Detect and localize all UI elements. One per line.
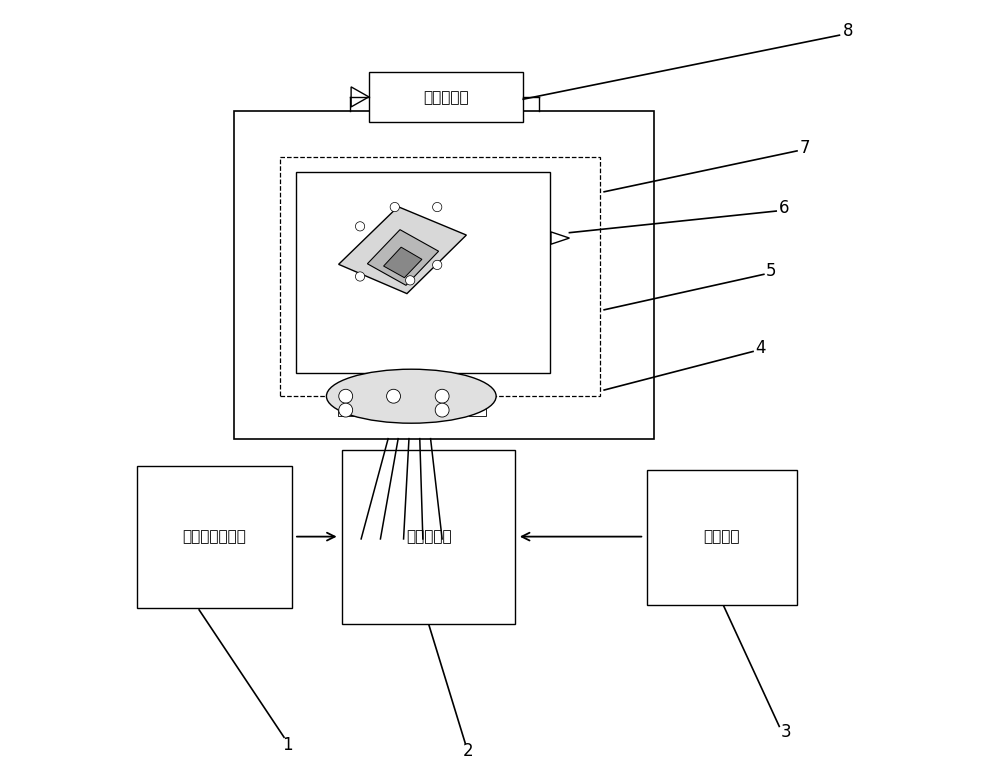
Bar [404, 404, 421, 416]
Circle shape [355, 221, 365, 231]
Bar [342, 450, 515, 624]
Bar [137, 465, 292, 608]
Text: 主控计算机: 主控计算机 [423, 90, 469, 105]
Text: 真空譌发室: 真空譌发室 [406, 529, 451, 545]
Text: 4: 4 [755, 340, 766, 357]
Text: 2: 2 [463, 742, 474, 760]
Circle shape [339, 389, 353, 403]
Text: 电子束发生装置: 电子束发生装置 [183, 529, 247, 545]
Bar [427, 390, 461, 402]
Text: 1: 1 [282, 736, 293, 754]
Circle shape [435, 389, 449, 403]
Bar [338, 390, 373, 402]
Text: 7: 7 [799, 139, 810, 157]
Circle shape [433, 260, 442, 270]
Circle shape [355, 272, 365, 281]
Text: 6: 6 [779, 199, 790, 217]
Text: 真空系统: 真空系统 [704, 529, 740, 545]
Ellipse shape [326, 369, 496, 423]
Polygon shape [339, 207, 466, 294]
Circle shape [406, 276, 415, 285]
Text: 5: 5 [766, 263, 777, 280]
Bar [647, 469, 797, 605]
Polygon shape [384, 247, 422, 277]
Bar [380, 390, 415, 402]
Bar [338, 404, 373, 416]
Bar [380, 404, 397, 416]
Text: 3: 3 [781, 723, 791, 740]
Circle shape [433, 203, 442, 211]
Bar [234, 111, 654, 439]
Circle shape [390, 203, 399, 211]
Bar [469, 390, 486, 402]
Bar [369, 72, 523, 122]
Circle shape [387, 389, 400, 403]
Circle shape [435, 403, 449, 417]
Text: 8: 8 [843, 23, 853, 40]
Bar [296, 172, 550, 373]
Bar [427, 404, 461, 416]
Bar [469, 404, 486, 416]
Polygon shape [367, 230, 439, 285]
Circle shape [339, 403, 353, 417]
Bar [280, 157, 600, 396]
